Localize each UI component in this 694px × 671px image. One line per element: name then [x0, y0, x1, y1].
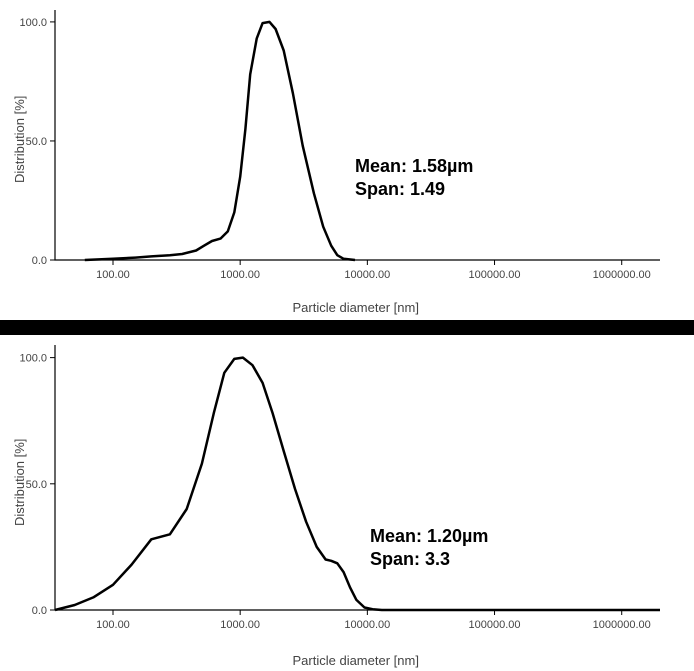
x-tick-label: 100.00: [96, 269, 130, 281]
x-tick-label: 1000000.00: [593, 269, 651, 281]
top-chart-svg: 0.0 50.0 100.0 100.00 1000.00 10000.00 100000.…: [0, 0, 694, 320]
x-tick-label: 100000.00: [469, 269, 521, 281]
bottom-chart-svg: 0.0 50.0 100.0 100.00 1000.00 10000.00 100000.…: [0, 335, 694, 671]
y-tick-label: 100.0: [19, 353, 47, 365]
y-tick-label: 100.0: [19, 17, 47, 29]
annotation-top: Mean: 1.58µm Span: 1.49: [355, 155, 473, 202]
x-tick-label: 1000.00: [220, 619, 260, 631]
distribution-curve: [85, 22, 355, 260]
mean-label-top: Mean: 1.58µm: [355, 155, 473, 178]
x-axis-label-bottom: Particle diameter [nm]: [293, 653, 419, 668]
bottom-chart-panel: 0.0 50.0 100.0 100.00 1000.00 10000.00 100000.…: [0, 335, 694, 671]
x-tick-label: 100.00: [96, 619, 130, 631]
x-axis-label-top: Particle diameter [nm]: [293, 300, 419, 315]
x-tick-label: 1000.00: [220, 269, 260, 281]
top-chart-panel: 0.0 50.0 100.0 100.00 1000.00 10000.00 100000.…: [0, 0, 694, 320]
distribution-curve: [55, 358, 660, 610]
span-label-top: Span: 1.49: [355, 178, 473, 201]
annotation-bottom: Mean: 1.20µm Span: 3.3: [370, 525, 488, 572]
span-label-bottom: Span: 3.3: [370, 548, 488, 571]
y-tick-label: 50.0: [26, 136, 47, 148]
mean-label-bottom: Mean: 1.20µm: [370, 525, 488, 548]
y-axis-label-top: Distribution [%]: [12, 96, 27, 183]
panel-divider: [0, 320, 694, 335]
x-tick-label: 100000.00: [469, 619, 521, 631]
x-tick-label: 10000.00: [344, 619, 390, 631]
y-axis-label-bottom: Distribution [%]: [12, 438, 27, 525]
y-tick-label: 0.0: [32, 255, 47, 267]
x-tick-label: 1000000.00: [593, 619, 651, 631]
x-tick-label: 10000.00: [344, 269, 390, 281]
y-tick-label: 50.0: [26, 479, 47, 491]
y-tick-label: 0.0: [32, 605, 47, 617]
